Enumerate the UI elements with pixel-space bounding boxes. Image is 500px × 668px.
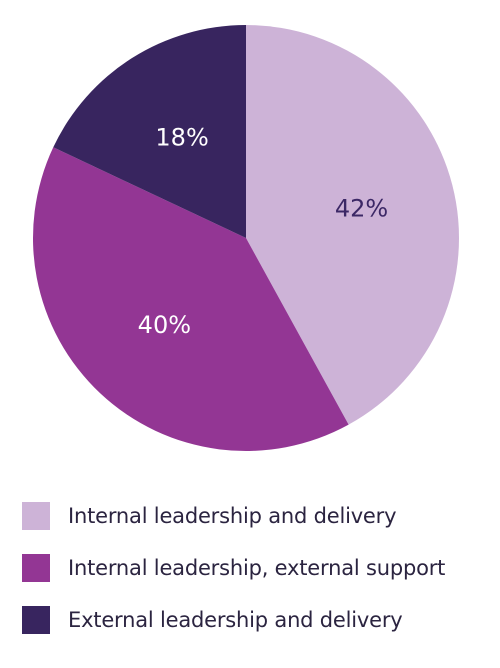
legend-label: Internal leadership, external support	[68, 556, 446, 580]
legend: Internal leadership and delivery Interna…	[22, 502, 492, 658]
legend-item: Internal leadership, external support	[22, 554, 492, 582]
pie-slice	[246, 25, 460, 425]
slice-value-label: 42%	[335, 194, 388, 222]
legend-label: Internal leadership and delivery	[68, 504, 397, 528]
pie-chart: 42% 40% 18%	[32, 24, 460, 451]
legend-swatch	[22, 554, 50, 582]
pie-slice	[53, 24, 247, 238]
legend-item: External leadership and delivery	[22, 606, 492, 634]
legend-item: Internal leadership and delivery	[22, 502, 492, 530]
legend-label: External leadership and delivery	[68, 608, 403, 632]
pie-slice	[32, 147, 349, 451]
legend-swatch	[22, 502, 50, 530]
slice-value-label: 18%	[155, 123, 208, 151]
legend-swatch	[22, 606, 50, 634]
slice-value-label: 40%	[138, 311, 191, 339]
